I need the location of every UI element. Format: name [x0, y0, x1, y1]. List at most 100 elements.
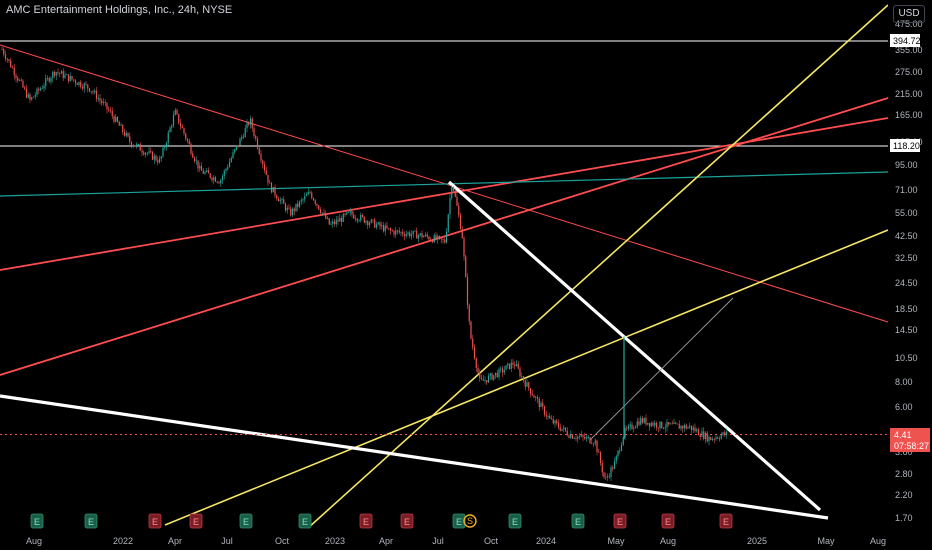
- candle-body: [237, 145, 239, 147]
- candle-body: [456, 196, 458, 206]
- candle-body: [508, 363, 511, 369]
- candle-body: [682, 425, 684, 429]
- candle-body: [361, 214, 364, 217]
- candle-body: [209, 173, 211, 178]
- dividend-marker-icon[interactable]: [463, 514, 477, 528]
- earnings-marker-icon[interactable]: [613, 513, 627, 529]
- candle-body: [491, 373, 493, 380]
- time-tick-label: Jul: [432, 536, 444, 546]
- candle-body: [102, 102, 105, 104]
- dividend-marker-label: S: [467, 516, 473, 526]
- yellow-trendline-a[interactable]: [164, 229, 889, 526]
- currency-button[interactable]: USD: [893, 5, 925, 23]
- candle-body: [293, 208, 295, 212]
- candle-body: [109, 110, 112, 112]
- time-axis[interactable]: Aug 2022 Apr Jul Oct 2023 Apr Jul Oct 2024 May Aug 2…: [26, 536, 886, 546]
- candle-body: [601, 463, 603, 473]
- candle-body: [118, 121, 120, 126]
- white-trendline-lower[interactable]: [0, 394, 829, 520]
- candle-body: [409, 232, 411, 237]
- candle-body: [683, 425, 686, 429]
- white-trendline-upper[interactable]: [447, 180, 822, 512]
- candle-body: [664, 427, 666, 429]
- candle-body: [137, 144, 140, 145]
- earnings-marker-icon[interactable]: [359, 513, 373, 529]
- candle-body: [122, 124, 124, 132]
- candle-body: [108, 109, 110, 111]
- candle-body: [148, 151, 150, 153]
- candle-body: [423, 236, 425, 238]
- candle-body: [648, 423, 651, 427]
- candle-body: [337, 219, 339, 222]
- candle-body: [550, 418, 553, 420]
- earnings-marker-icon[interactable]: [148, 513, 162, 529]
- candle-body: [241, 136, 243, 139]
- grey-trendline[interactable]: [589, 297, 734, 441]
- earnings-marker-icon[interactable]: [30, 513, 44, 529]
- candle-body: [704, 432, 707, 440]
- candle-body: [134, 145, 136, 147]
- candle-body: [113, 115, 115, 122]
- earnings-marker-icon[interactable]: [571, 513, 585, 529]
- earnings-marker-icon[interactable]: [400, 513, 414, 529]
- candle-body: [477, 367, 479, 373]
- candle-body: [8, 59, 10, 61]
- candle-body: [479, 372, 481, 378]
- candle-body: [284, 203, 287, 211]
- candle-body: [547, 416, 549, 417]
- candle-body: [629, 424, 631, 426]
- candle-body: [230, 158, 232, 162]
- candle-body: [234, 149, 236, 153]
- candle-body: [20, 79, 22, 81]
- candle-body: [18, 79, 21, 81]
- candle-body: [407, 232, 409, 235]
- teal-trendline[interactable]: [0, 171, 889, 197]
- candle-body: [711, 438, 714, 441]
- candle-body: [62, 71, 64, 78]
- candle-body: [172, 115, 175, 126]
- candle-body: [197, 160, 199, 169]
- earnings-marker-icon[interactable]: [508, 513, 522, 529]
- earnings-marker-icon[interactable]: [84, 513, 98, 529]
- candle-body: [136, 144, 138, 147]
- yellow-trendline-b[interactable]: [307, 4, 889, 529]
- candle-body: [57, 72, 59, 73]
- earnings-marker-icon[interactable]: [661, 513, 675, 529]
- candle-body: [213, 177, 215, 181]
- candle-body: [141, 150, 143, 153]
- candle-body: [258, 148, 260, 155]
- candle-body: [333, 221, 336, 224]
- candle-body: [344, 213, 346, 215]
- candle-body: [493, 375, 495, 380]
- candle-body: [405, 234, 407, 237]
- time-tick-label: 2022: [113, 536, 133, 546]
- candle-body: [246, 122, 248, 129]
- drawing-layer[interactable]: [0, 4, 889, 529]
- candle-body: [263, 164, 266, 171]
- price-tick-label: 275.00: [895, 67, 923, 77]
- candle-body: [298, 201, 301, 207]
- price-axis[interactable]: 475.00355.00275.00215.00165.00125.0095.0…: [888, 0, 932, 550]
- earnings-marker-icon[interactable]: [189, 513, 203, 529]
- earnings-marker-icon[interactable]: [298, 513, 312, 529]
- candle-body: [412, 230, 414, 235]
- red-trendline-b[interactable]: [0, 97, 889, 376]
- earnings-marker-icon[interactable]: [719, 513, 733, 529]
- candle-body: [689, 425, 691, 428]
- candle-body: [143, 152, 145, 155]
- candle-body: [94, 90, 96, 93]
- candlestick-series: [1, 46, 728, 481]
- time-tick-label: Apr: [379, 536, 393, 546]
- earnings-marker-icon[interactable]: [452, 513, 466, 529]
- candle-body: [517, 364, 519, 369]
- candle-body: [699, 435, 701, 437]
- candle-body: [449, 197, 451, 215]
- earnings-marker-icon[interactable]: [239, 513, 253, 529]
- earnings-marker-label: E: [512, 517, 518, 527]
- price-tick-label: 18.50: [895, 304, 918, 314]
- candle-body: [430, 239, 432, 241]
- candle-body: [463, 238, 465, 257]
- candle-body: [538, 398, 540, 408]
